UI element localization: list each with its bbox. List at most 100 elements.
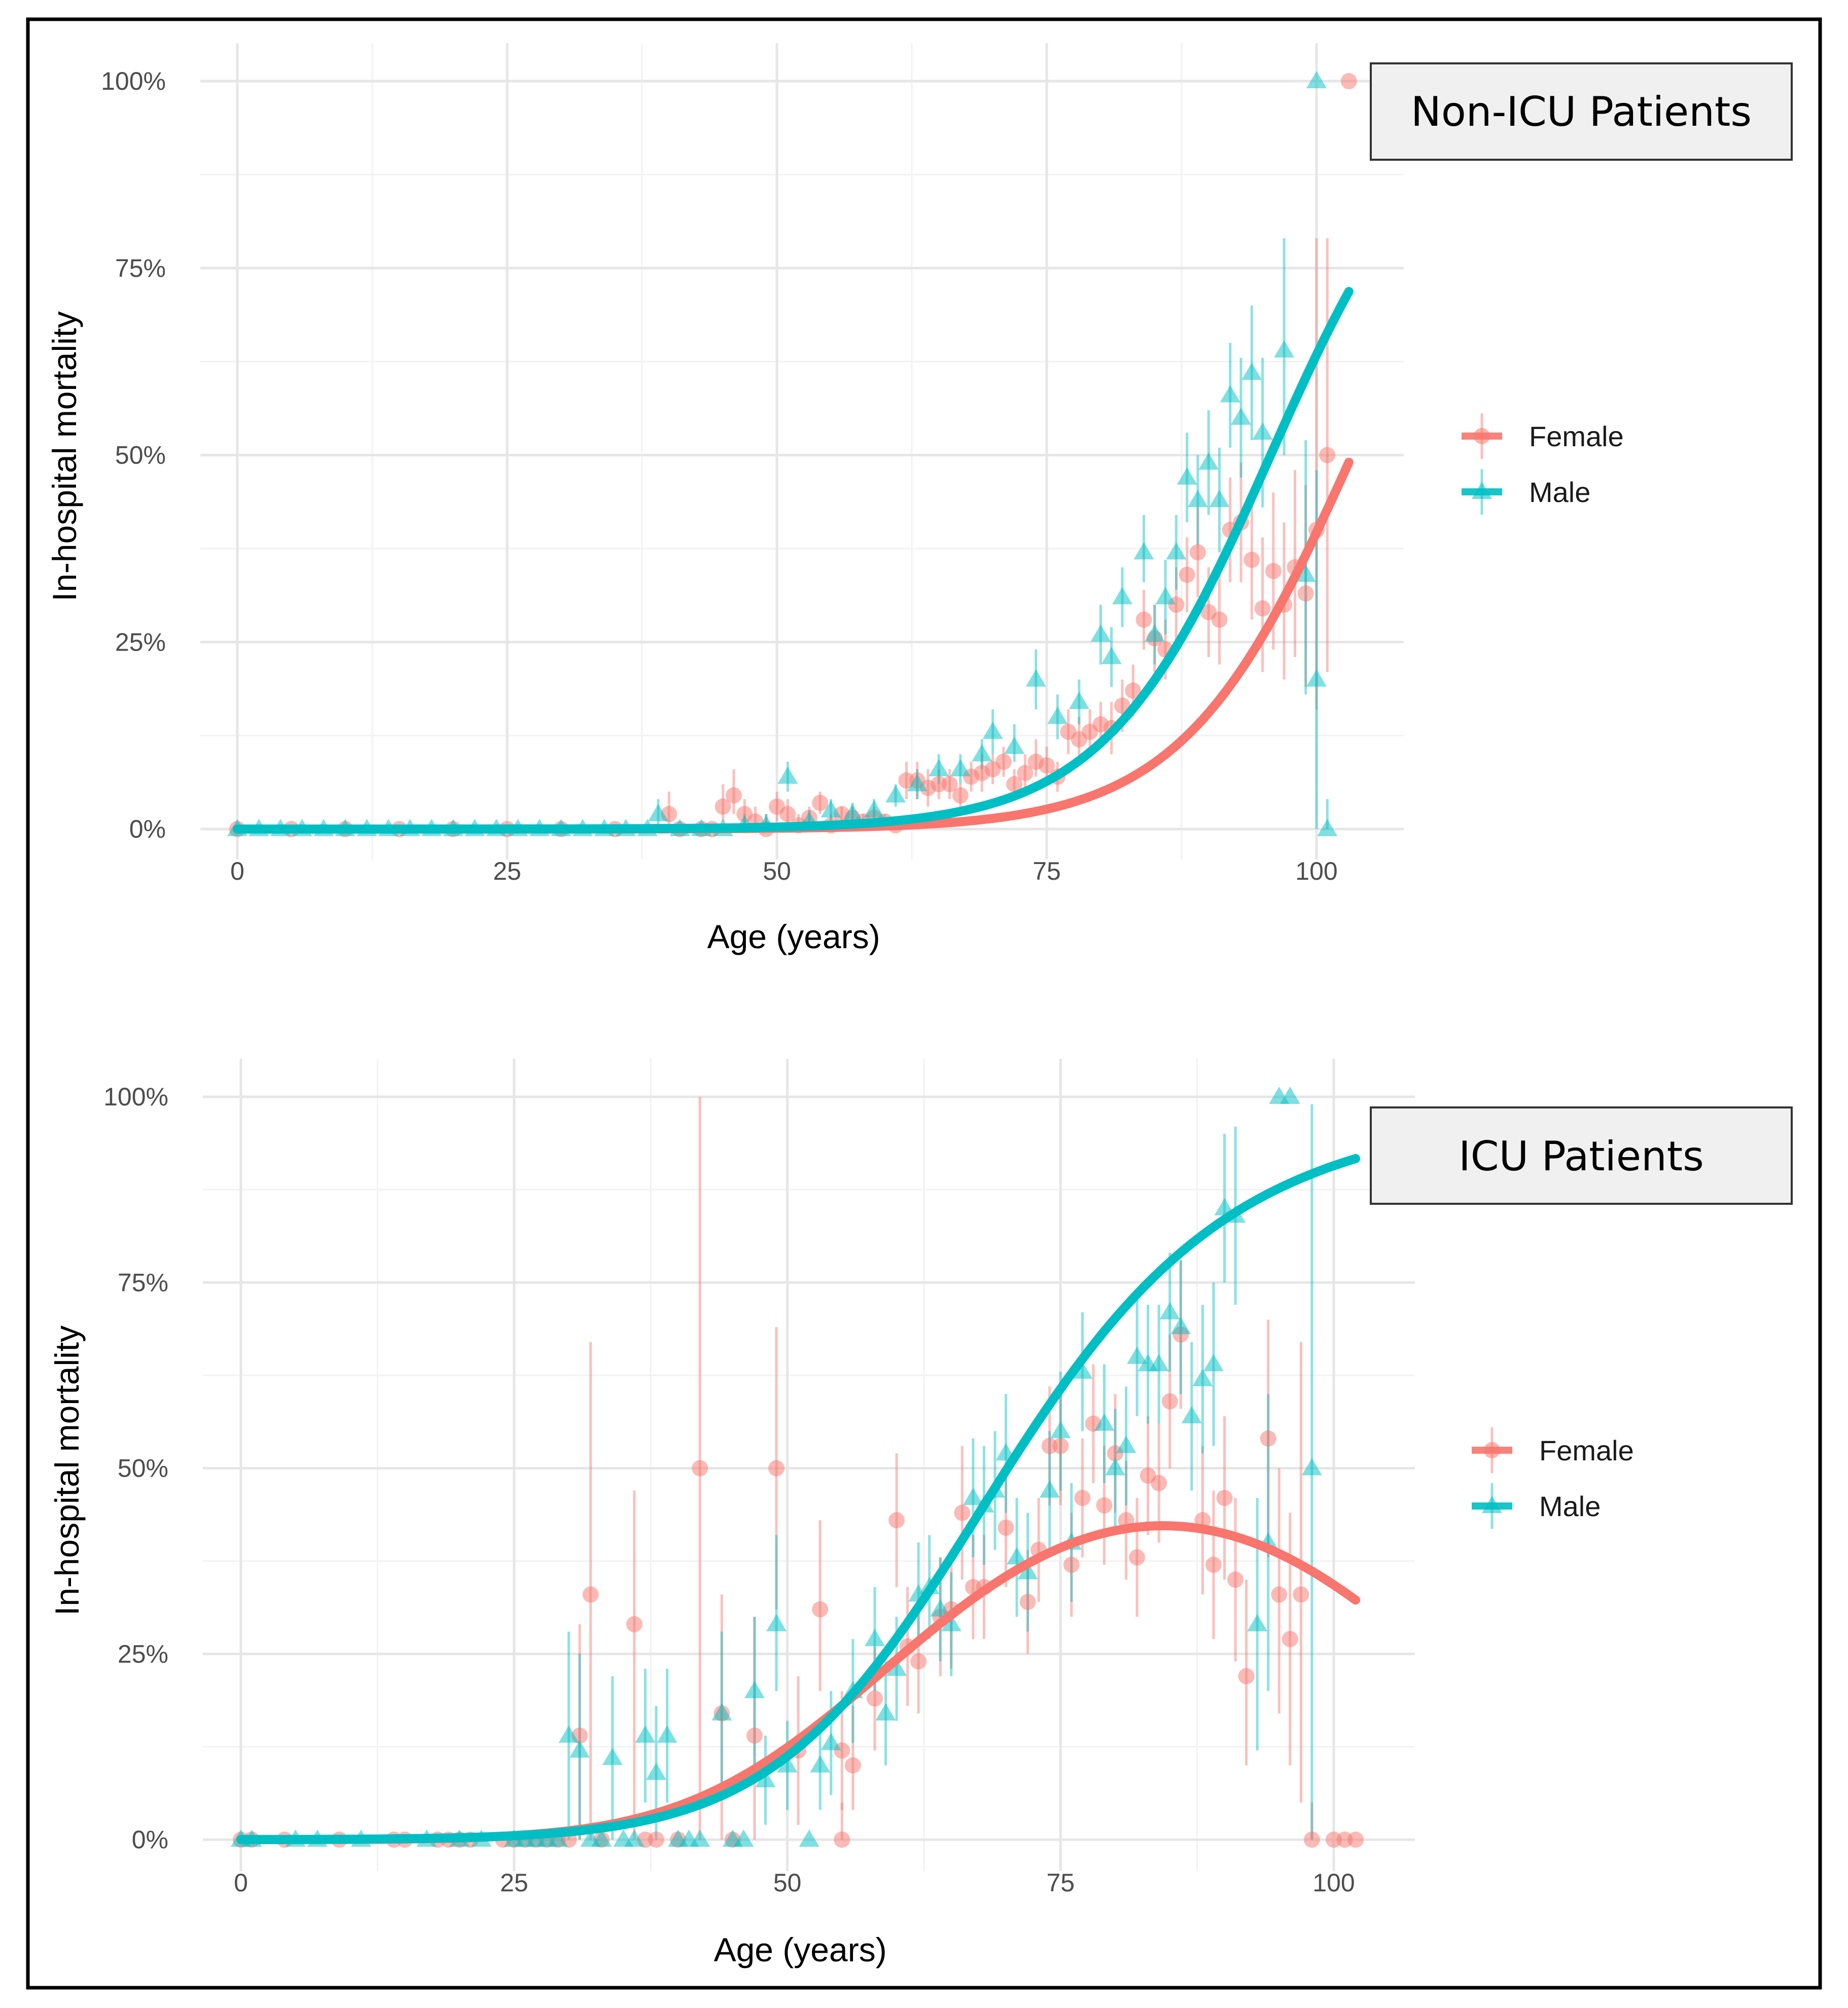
y-tick-label: 25% <box>118 1640 168 1668</box>
male-data-point <box>602 1747 623 1765</box>
x-tick-label: 25 <box>500 1869 528 1897</box>
male-data-point <box>864 800 884 818</box>
male-data-point <box>1155 587 1176 604</box>
x-tick-label: 25 <box>493 857 521 885</box>
male-data-point <box>1295 564 1316 582</box>
male-data-point <box>1090 624 1111 642</box>
female-data-point <box>844 1757 861 1774</box>
male-data-point <box>1133 542 1154 560</box>
male-data-point <box>1144 624 1165 642</box>
male-data-point <box>1274 340 1295 357</box>
male-data-point <box>907 774 928 792</box>
female-data-point <box>1347 1832 1364 1848</box>
male-data-point <box>1247 1614 1268 1632</box>
figure-border <box>26 17 1822 1990</box>
female-data-point <box>1125 683 1142 699</box>
x-tick-labels: 0 25 50 75 100 <box>230 857 1338 885</box>
male-data-point <box>1004 736 1025 754</box>
female-data-point <box>1340 73 1357 89</box>
x-tick-label: 75 <box>1033 857 1061 885</box>
fit-curves <box>236 1154 1361 1844</box>
y-axis-title: In-hospital mortality <box>46 311 83 601</box>
male-data-point <box>690 1830 710 1847</box>
female-data-point <box>692 1460 708 1477</box>
female-data-point <box>1238 1668 1255 1684</box>
female-data-point <box>910 1653 927 1670</box>
panel-title: Non-ICU Patients <box>1411 88 1752 135</box>
female-data-point <box>1260 1430 1276 1447</box>
male-data-point <box>1166 542 1187 560</box>
panel-title-box: ICU Patients <box>1370 1106 1793 1205</box>
legend-label-female: Female <box>1539 1435 1634 1466</box>
female-data-point <box>715 798 731 815</box>
male-data-point <box>547 1830 568 1847</box>
x-axis-title: Age (years) <box>714 1931 886 1968</box>
y-tick-label: 100% <box>103 1083 168 1111</box>
y-tick-label: 0% <box>129 815 166 843</box>
fit-curves <box>233 286 1354 834</box>
x-tick-label: 0 <box>234 1869 248 1897</box>
female-data-point <box>1243 552 1260 568</box>
male-data-point <box>1072 1361 1093 1379</box>
legend-item-female: Female <box>1462 413 1624 459</box>
female-data-point <box>834 1832 850 1848</box>
male-data-point <box>1192 1369 1213 1386</box>
male-data-point <box>1047 706 1068 724</box>
male-data-point <box>885 785 906 803</box>
male-fit-curve <box>236 1154 1361 1844</box>
male-data-point <box>941 1614 962 1632</box>
male-data-point <box>1127 1346 1148 1364</box>
female-data-point <box>998 1519 1014 1536</box>
y-tick-label: 100% <box>101 67 166 95</box>
legend-label-male: Male <box>1539 1490 1601 1522</box>
male-data-point <box>1112 587 1132 604</box>
female-data-point <box>1129 1549 1146 1566</box>
female-data-point <box>1039 757 1055 774</box>
legend: Female Male <box>1462 413 1624 515</box>
male-data-point <box>1203 1354 1224 1372</box>
female-data-point <box>812 795 829 811</box>
male-data-point <box>755 1770 776 1787</box>
y-tick-label: 75% <box>115 254 166 282</box>
male-data-point <box>635 1725 656 1743</box>
male-data-point <box>1231 407 1252 425</box>
female-data-point <box>1211 612 1228 628</box>
male-data-point <box>1039 1480 1060 1498</box>
female-data-point <box>1216 1490 1233 1507</box>
female-data-point <box>1297 585 1314 602</box>
y-tick-label: 50% <box>115 441 166 470</box>
legend-item-male: Male <box>1472 1483 1601 1529</box>
x-axis-title: Age (years) <box>707 918 880 955</box>
male-data-point <box>648 804 668 821</box>
male-data-point <box>558 1725 579 1743</box>
female-data-point <box>1227 1571 1244 1588</box>
female-data-point <box>648 1832 664 1848</box>
y-tick-labels: 0% 25% 50% 75% 100% <box>101 67 166 843</box>
female-data-point <box>941 776 958 793</box>
male-data-point <box>1220 385 1240 403</box>
female-data-point <box>746 1727 763 1744</box>
x-tick-label: 50 <box>763 857 791 885</box>
female-data-point <box>1151 1475 1167 1491</box>
female-data-point <box>1017 765 1034 781</box>
female-data-point <box>1303 1832 1320 1848</box>
female-data-point <box>1096 1497 1113 1514</box>
legend: Female Male <box>1472 1427 1634 1529</box>
male-data-point <box>799 1830 820 1847</box>
female-data-point <box>1205 1556 1222 1573</box>
male-data-point <box>810 1755 831 1773</box>
male-data-point <box>744 1681 765 1698</box>
male-data-point <box>1306 669 1327 687</box>
male-data-point <box>1306 71 1327 88</box>
y-tick-label: 50% <box>118 1454 168 1483</box>
male-data-point <box>972 744 992 762</box>
male-data-point <box>1252 422 1273 440</box>
female-data-point <box>1063 1556 1080 1573</box>
male-data-point <box>821 800 841 818</box>
male-data-point <box>1069 692 1089 709</box>
male-data-point <box>1177 467 1197 485</box>
chart-panel-non-icu: 0% 25% 50% 75% 100% 0 25 50 75 100 Age (years) I… <box>46 43 1793 955</box>
legend-item-female: Female <box>1472 1427 1634 1473</box>
male-data-point <box>1094 1413 1115 1431</box>
